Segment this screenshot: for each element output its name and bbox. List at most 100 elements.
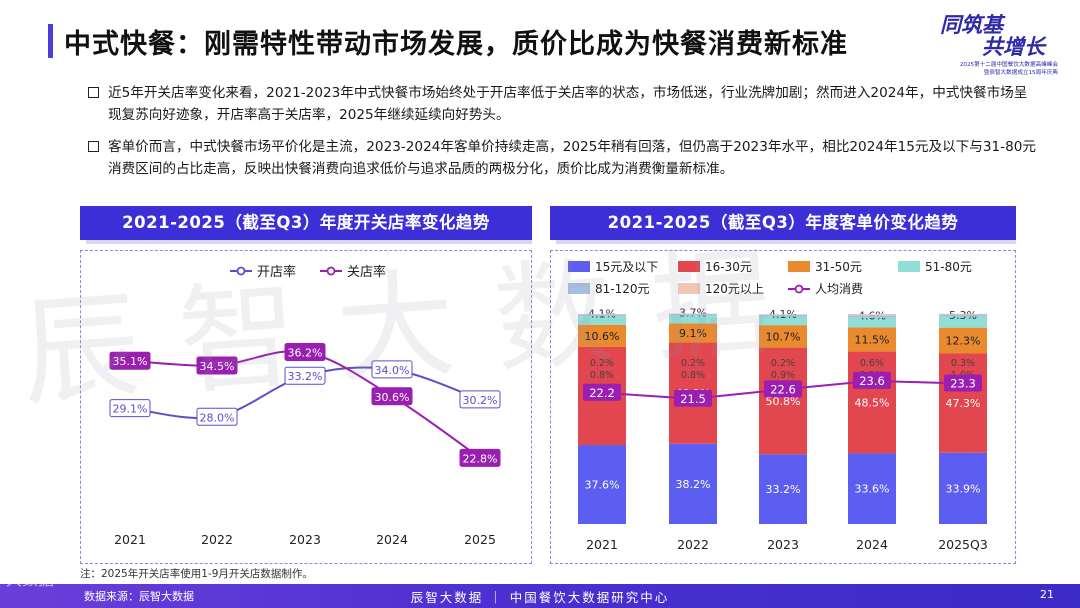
bar-value-label: 4.1% — [588, 307, 616, 320]
footer-bar: 数据来源：辰智大数据 辰智大数据 ｜ 中国餐饮大数据研究中心 21 — [0, 584, 1080, 608]
bar-value-label: 10.6% — [585, 330, 620, 343]
bar-value-label: 50.8% — [766, 395, 801, 408]
legend-swatch — [678, 261, 700, 272]
bar-value-label: 38.2% — [676, 478, 711, 491]
data-label: 34.0% — [375, 364, 410, 377]
data-label-box — [196, 407, 238, 426]
x-tick-label: 2023 — [289, 532, 321, 547]
x-tick-label: 2025 — [464, 532, 496, 547]
bullet-list: 近5年开关店率变化来看，2021-2023年中式快餐市场始终处于开店率低于关店率… — [88, 82, 1038, 190]
bar-segment — [578, 324, 626, 347]
page-title: 中式快餐：刚需特性带动市场发展，质价比成为快餐消费新标准 — [64, 29, 848, 60]
bar-value-label: 0.3% — [951, 358, 975, 369]
legend-marker — [326, 266, 336, 276]
data-label-box — [371, 387, 413, 406]
x-tick-label: 2024 — [856, 537, 888, 552]
data-label: 36.2% — [288, 347, 323, 360]
left-chart-frame — [80, 250, 532, 564]
bar-segment — [848, 351, 896, 454]
logo-line1: 同筑基 — [940, 12, 1003, 37]
data-label-box — [459, 390, 501, 409]
bar-segment — [759, 347, 807, 455]
checkbox-icon — [88, 87, 99, 98]
avg-label-box — [583, 383, 621, 401]
bar-segment — [759, 325, 807, 348]
bar-value-label: 9.1% — [679, 327, 707, 340]
avg-label-box — [764, 380, 802, 398]
data-label: 35.1% — [113, 355, 148, 368]
data-label: 29.1% — [113, 403, 148, 416]
legend-swatch — [568, 261, 590, 272]
bar-segment — [669, 323, 717, 343]
footnote: 注：2025年开关店率使用1-9月开关店数据制作。 — [80, 568, 313, 580]
event-logo: 同筑基 共增长 2025第十二届中国餐饮大数据高峰峰会 暨辰智大数据成立15周年… — [926, 12, 1058, 86]
logo-subtitle2: 暨辰智大数据成立15周年庆典 — [983, 70, 1058, 76]
bar-value-label: 47.3% — [946, 397, 981, 410]
legend-swatch — [678, 283, 700, 294]
bar-value-label: 0.8% — [590, 370, 614, 381]
bar-segment — [578, 445, 626, 524]
bar-value-label: 10.7% — [766, 330, 801, 343]
x-tick-label: 2022 — [201, 532, 233, 547]
right-chart-title: 2021-2025（截至Q3）年度客单价变化趋势 — [550, 206, 1016, 240]
bar-segment — [848, 315, 896, 318]
left-chart-title: 2021-2025（截至Q3）年度开关店率变化趋势 — [80, 206, 532, 240]
x-tick-label: 2024 — [376, 532, 408, 547]
bar-value-label: 3.7% — [679, 307, 707, 320]
bar-segment — [939, 353, 987, 453]
avg-label-box — [674, 389, 712, 407]
x-tick-label: 2023 — [767, 537, 799, 552]
bar-value-label: 0.8% — [681, 370, 705, 381]
right-panel-shadow — [556, 238, 1016, 244]
bar-value-label: 0.2% — [590, 358, 614, 369]
bar-segment — [669, 315, 717, 324]
bar-value-label: 33.2% — [766, 483, 801, 496]
bar-segment — [669, 314, 717, 316]
legend-avg-marker — [794, 284, 804, 294]
avg-label: 23.6 — [859, 374, 885, 388]
avg-label-box — [853, 371, 891, 389]
legend-swatch — [898, 261, 920, 272]
legend-label: 人均消费 — [815, 282, 863, 296]
bar-segment — [939, 452, 987, 524]
bar-segment — [848, 327, 896, 352]
legend-label: 15元及以下 — [595, 260, 658, 274]
data-label: 30.2% — [463, 394, 498, 407]
data-label: 34.5% — [200, 360, 235, 373]
bar-segment — [848, 317, 896, 328]
bar-value-label: 33.9% — [946, 482, 981, 495]
bar-segment — [939, 316, 987, 328]
x-tick-label: 2021 — [114, 532, 146, 547]
legend-label: 120元以上 — [705, 282, 764, 296]
bar-value-label: 0.2% — [681, 358, 705, 369]
bar-segment — [939, 313, 987, 315]
bar-segment — [669, 443, 717, 524]
x-tick-label: 2021 — [586, 537, 618, 552]
legend-label: 16-30元 — [705, 260, 752, 274]
bar-segment — [848, 314, 896, 316]
data-label-box — [284, 366, 326, 385]
bar-segment — [578, 316, 626, 325]
legend-label: 31-50元 — [815, 260, 862, 274]
bullet-text: 客单价而言，中式快餐市场平价化是主流，2023-2024年客单价持续走高，202… — [108, 139, 1036, 177]
data-label: 22.8% — [463, 452, 498, 465]
legend-label: 关店率 — [347, 264, 386, 280]
right-chart-frame — [550, 250, 1016, 564]
bar-value-label: 37.6% — [585, 479, 620, 492]
avg-label-box — [944, 374, 982, 392]
bar-segment — [848, 453, 896, 524]
legend-label: 51-80元 — [925, 260, 972, 274]
checkbox-icon — [88, 141, 99, 152]
source-text: 数据来源：辰智大数据 — [84, 590, 194, 603]
avg-label: 22.6 — [770, 382, 796, 396]
left-panel-shadow — [86, 238, 532, 244]
data-label: 33.2% — [288, 370, 323, 383]
open-close-rate-chart: 开店率 关店率 29.1% 28.0% 33.2% 34.0% 30.2% 35.1% 34.5… — [109, 264, 501, 547]
bar-value-label: 33.6% — [855, 483, 890, 496]
legend-swatch — [788, 261, 810, 272]
bullet-item: 近5年开关店率变化来看，2021-2023年中式快餐市场始终处于开店率低于关店率… — [88, 82, 1038, 126]
footer-center-text: 辰智大数据 ｜ 中国餐饮大数据研究中心 — [410, 590, 670, 605]
bar-segment — [939, 314, 987, 317]
x-tick-label: 2025Q3 — [938, 537, 988, 552]
data-label-box — [459, 448, 501, 467]
